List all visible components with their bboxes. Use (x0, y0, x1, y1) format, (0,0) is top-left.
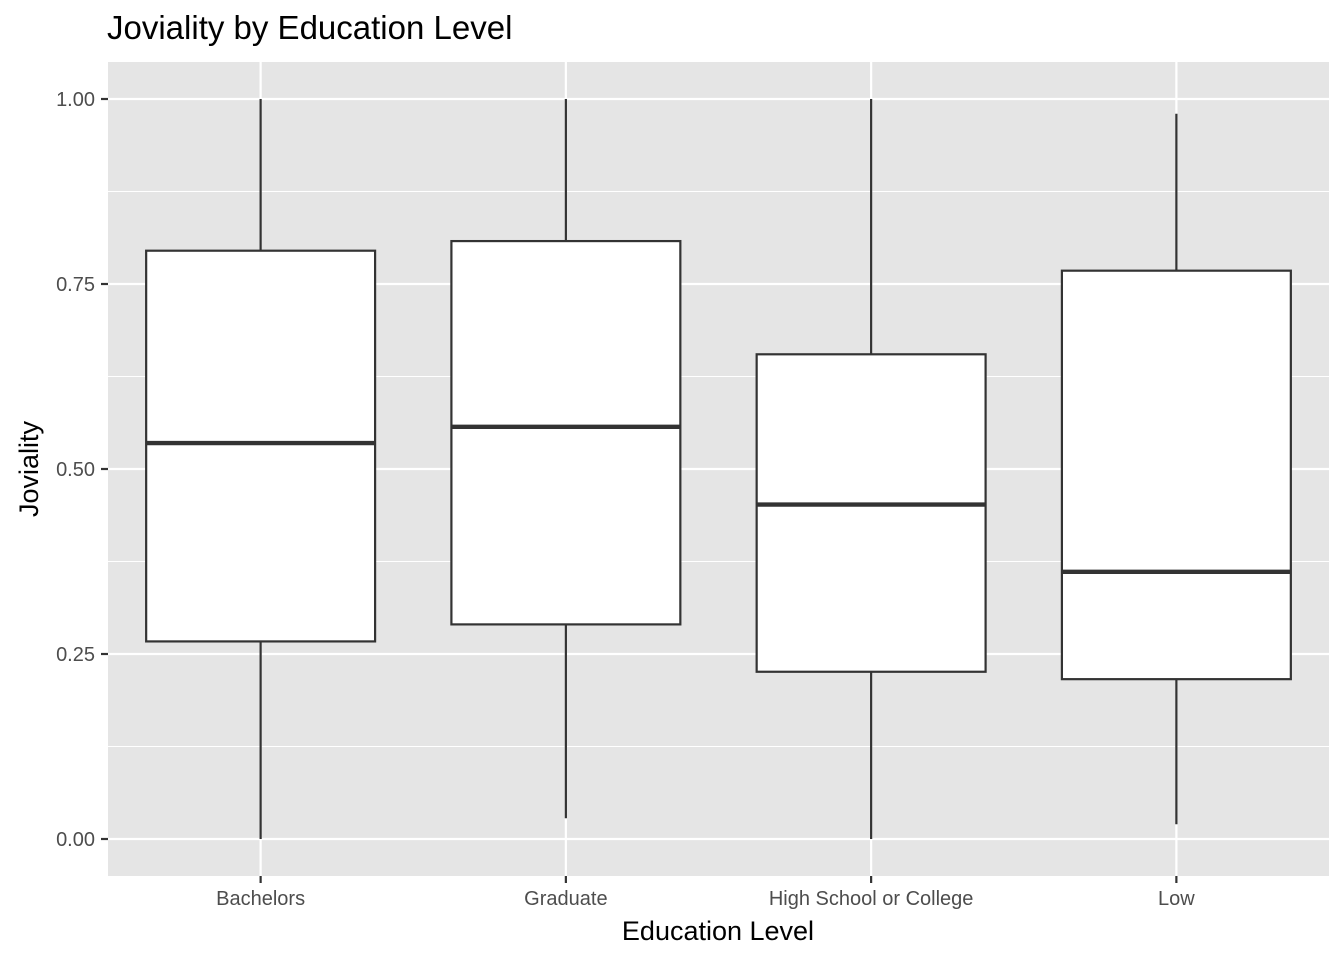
box-iqr (145, 249, 377, 643)
x-tick-label: Low (1158, 888, 1195, 910)
chart-title: Joviality by Education Level (107, 9, 512, 46)
box-bachelors (145, 99, 377, 839)
x-tick-label: Bachelors (216, 888, 305, 910)
box-iqr (755, 353, 987, 673)
y-tick-label: 0.75 (56, 274, 95, 296)
box-iqr (1060, 269, 1292, 681)
boxes (145, 99, 1292, 839)
x-axis: Bachelors Graduate High School or College L… (216, 876, 1195, 910)
y-tick-label: 0.00 (56, 829, 95, 851)
y-tick-label: 0.25 (56, 644, 95, 666)
y-tick-label: 1.00 (56, 89, 95, 111)
box-iqr (450, 239, 682, 626)
box-low (1060, 113, 1292, 825)
x-tick-label: Graduate (524, 888, 607, 910)
x-axis-title: Education Level (622, 916, 814, 946)
box-high-school-or-college (755, 99, 987, 839)
y-tick-label: 0.50 (56, 459, 95, 481)
x-tick-label: High School or College (769, 888, 974, 910)
box-graduate (450, 99, 682, 819)
y-axis-title: Joviality (14, 420, 44, 517)
y-axis: 0.00 0.25 0.50 0.75 1.00 (56, 89, 108, 851)
